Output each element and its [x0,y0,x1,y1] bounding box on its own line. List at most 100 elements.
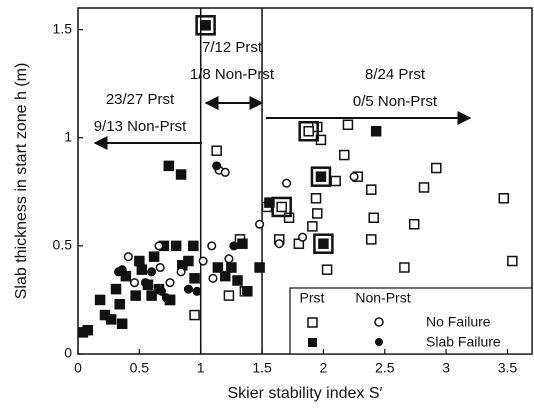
point [146,290,157,301]
legend-marker [308,338,317,347]
x-tick-label: 1.5 [252,360,272,376]
legend-marker [374,317,384,327]
annotation: 1/8 Non-Prst [190,66,275,83]
point [310,193,322,204]
point [163,160,175,172]
point [321,264,333,275]
point [148,251,160,262]
point [366,234,377,245]
point [212,262,224,273]
point [114,299,125,310]
highlight-box [195,15,216,36]
point [223,290,235,301]
point [297,232,308,242]
point [170,240,182,252]
point [303,126,314,137]
y-tick-label: 0 [64,345,72,361]
point [130,290,141,301]
point [183,284,193,294]
point [312,208,323,219]
point [418,182,430,193]
x-axis-label: Skier stability index S′ [227,385,382,402]
point [399,262,410,273]
point [110,283,122,295]
point [212,161,222,171]
point [147,267,157,277]
x-tick-label: 0.5 [130,360,150,376]
point [283,212,295,224]
point [105,314,117,325]
x-tick-label: 1 [197,360,205,376]
point [498,193,510,204]
point [123,252,133,262]
annotation: 7/12 Prst [202,39,263,56]
y-tick-label: 1.5 [53,20,73,36]
legend-row: No Failure [426,314,491,330]
point [134,255,145,267]
point [189,273,200,284]
point [208,273,218,283]
point [507,255,518,267]
point [140,278,151,288]
point [237,238,248,249]
point [165,278,175,288]
point [315,171,327,182]
point [207,241,217,251]
point [176,267,186,277]
point [136,264,148,275]
legend-marker [375,338,383,346]
point [82,324,94,336]
point [219,270,231,282]
point [282,178,292,188]
annotation: 0/5 Non-Prst [353,93,438,110]
x-tick-label: 2.5 [375,360,395,376]
legend-marker [307,317,318,328]
point [156,286,166,296]
point [129,278,139,288]
point [189,309,200,321]
point [366,184,377,195]
point [274,239,284,249]
point [349,172,359,182]
point [117,265,127,275]
point [211,145,222,156]
point [408,219,420,230]
legend-box [289,287,533,355]
point [342,119,354,131]
point [255,219,265,229]
y-tick-label: 1 [64,128,72,144]
point [339,149,350,161]
point [232,275,243,286]
point [368,212,379,224]
point [161,293,171,303]
point [155,262,165,273]
point [226,262,237,273]
x-tick-label: 3.5 [498,360,518,376]
highlight-box [298,121,319,142]
highlight-box [313,233,334,254]
legend-column: Non-Prst [355,290,410,306]
x-tick-label: 0 [74,360,82,376]
point [431,162,442,174]
point [175,169,187,180]
point [116,318,128,329]
point [307,221,318,232]
annotation: 23/27 Prst [106,91,175,108]
point [154,241,164,251]
highlight-box [310,166,332,187]
point [229,241,239,251]
x-tick-label: 3 [442,360,450,376]
point [318,238,329,249]
point [276,201,287,213]
legend-row: Slab Failure [426,334,501,350]
annotation: 8/24 Prst [365,66,426,83]
point [370,126,382,137]
x-tick-label: 2 [320,360,328,376]
y-tick-label: 0.5 [53,237,73,253]
legend-column: Prst [300,290,325,306]
point [330,175,341,187]
point [224,254,234,264]
point [183,255,194,267]
point [254,262,265,273]
